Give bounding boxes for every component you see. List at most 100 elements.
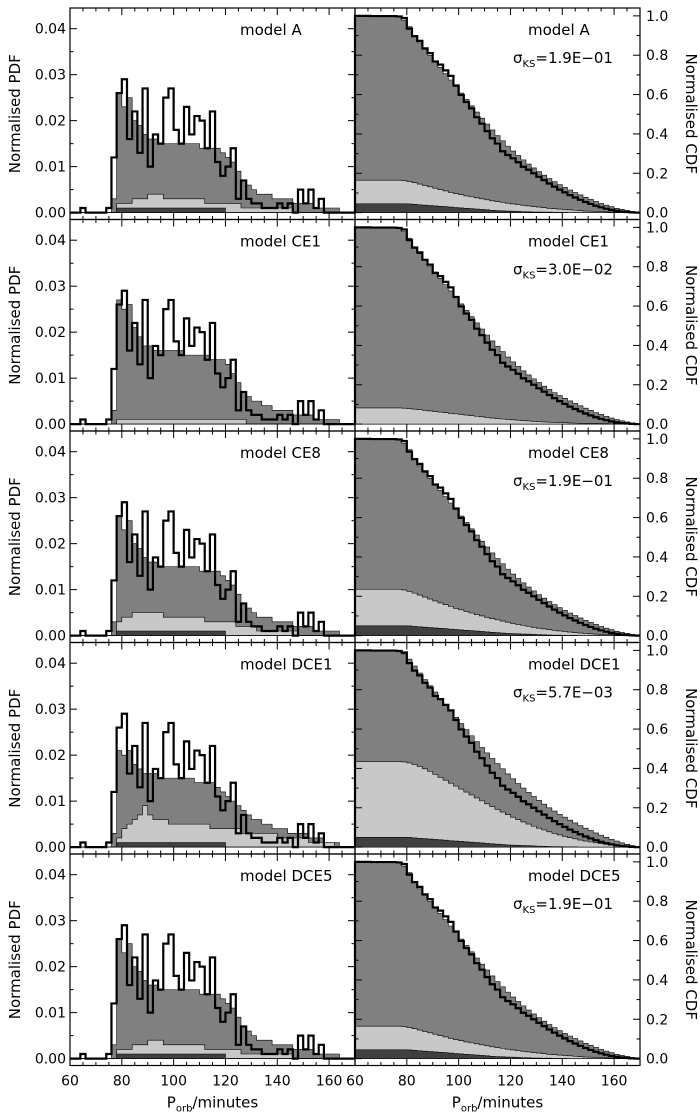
cdf-low-area — [354, 625, 640, 636]
cdf-model-label: model CE8 — [528, 444, 609, 462]
cdf-y-axis-label: Normalised CDF — [682, 54, 700, 174]
cdf-y-tick-label: 1.0 — [646, 855, 668, 871]
pdf-model-label: model CE8 — [240, 444, 321, 462]
cdf-y-tick-label: 1.0 — [646, 643, 668, 659]
panel-row-3: 0.00 0.01 0.02 0.03 0.04 0.0 0.2 0.4 0.6 0.8 1.0 mo… — [6, 641, 700, 856]
cdf-mid-area — [354, 589, 640, 636]
cdf-total-area — [354, 227, 641, 425]
pdf-observed-line — [70, 712, 355, 849]
cdf-y-tick-label: 0.8 — [646, 894, 668, 910]
cdf-y-axis-label: Normalised CDF — [682, 688, 700, 808]
sigma-ks-label: σKS=1.9E−01 — [513, 472, 613, 493]
pdf-observed-line — [70, 289, 355, 426]
cdf-y-tick-label: 1.0 — [646, 220, 668, 236]
pdf-x-tick-label: 80 — [113, 1074, 131, 1090]
pdf-y-tick-label: 0.02 — [35, 748, 66, 764]
pdf-x-tick-label: 160 — [316, 1074, 343, 1090]
cdf-mid-area — [354, 1025, 640, 1059]
pdf-low-area — [70, 1053, 355, 1059]
panel-row-2: 0.00 0.01 0.02 0.03 0.04 0.0 0.2 0.4 0.6 0.8 1.0 mo… — [6, 430, 700, 645]
cdf-y-tick-label: 0.2 — [646, 1012, 668, 1028]
cdf-x-tick-label: 60 — [346, 1074, 364, 1090]
cdf-y-tick-label: 0.4 — [646, 127, 668, 143]
cdf-y-tick-label: 0.4 — [646, 761, 668, 777]
cdf-model-label: model CE1 — [528, 233, 609, 251]
pdf-observed-line — [70, 78, 355, 214]
cdf-y-tick-label: 0.6 — [646, 511, 668, 527]
cdf-y-tick-label: 0.6 — [646, 299, 668, 315]
cdf-model-label: model A — [528, 21, 590, 39]
cdf-y-tick-label: 1.0 — [646, 432, 668, 448]
sigma-ks-label: σKS=1.9E−01 — [513, 49, 613, 70]
pdf-x-tick-label: 60 — [61, 1074, 79, 1090]
cdf-y-tick-label: 0.8 — [646, 48, 668, 64]
cdf-y-tick-label: 0.6 — [646, 88, 668, 104]
pdf-low-area — [70, 630, 355, 636]
pdf-y-tick-label: 0.02 — [35, 325, 66, 341]
pdf-y-axis-label: Normalised PDF — [6, 54, 24, 173]
pdf-model-label: model A — [240, 21, 302, 39]
pdf-low-area — [70, 842, 355, 848]
pdf-y-tick-label: 0.01 — [35, 1006, 66, 1022]
cdf-model-label: model DCE5 — [528, 867, 621, 885]
cdf-y-axis-label: Normalised CDF — [682, 900, 700, 1020]
cdf-low-area — [354, 203, 640, 213]
cdf-x-tick-label: 140 — [549, 1074, 576, 1090]
cdf-y-tick-label: 0.8 — [646, 683, 668, 699]
cdf-observed-line — [353, 14, 640, 214]
cdf-observed-line — [353, 437, 640, 637]
cdf-y-tick-label: 1.0 — [646, 9, 668, 25]
cdf-y-tick-label: 0.6 — [646, 934, 668, 950]
cdf-x-axis-label: Porb/minutes — [452, 1094, 544, 1115]
pdf-y-tick-label: 0.03 — [35, 68, 66, 84]
sigma-ks-label: σKS=5.7E−03 — [513, 684, 613, 705]
pdf-x-tick-label: 120 — [212, 1074, 239, 1090]
pdf-y-axis-label: Normalised PDF — [6, 477, 24, 596]
pdf-y-tick-label: 0.00 — [35, 417, 66, 433]
pdf-y-tick-label: 0.01 — [35, 160, 66, 176]
sigma-ks-label: σKS=3.0E−02 — [513, 261, 613, 282]
pdf-y-axis-label: Normalised PDF — [6, 900, 24, 1019]
cdf-mid-area — [354, 179, 640, 213]
cdf-y-tick-label: 0.4 — [646, 973, 668, 989]
panel-row-4: 0.00 0.01 0.02 0.03 0.04 0.0 0.2 0.4 0.6 0.8 1.0 mo… — [6, 853, 700, 1068]
cdf-y-tick-label: 0.0 — [646, 417, 668, 433]
pdf-y-tick-label: 0.02 — [35, 960, 66, 976]
panel-row-1: 0.00 0.01 0.02 0.03 0.04 0.0 0.2 0.4 0.6 0.8 1.0 mo… — [6, 218, 700, 433]
pdf-y-tick-label: 0.04 — [35, 868, 66, 884]
pdf-y-axis-label: Normalised PDF — [6, 266, 24, 385]
pdf-x-tick-label: 140 — [264, 1074, 291, 1090]
pdf-observed-line — [70, 924, 355, 1060]
cdf-mid-area — [354, 761, 641, 848]
cdf-y-tick-label: 0.8 — [646, 471, 668, 487]
cdf-mid-area — [354, 407, 640, 425]
pdf-y-tick-label: 0.01 — [35, 583, 66, 599]
pdf-model-label: model DCE1 — [240, 656, 333, 674]
cdf-y-tick-label: 0.2 — [646, 589, 668, 605]
pdf-y-tick-label: 0.01 — [35, 794, 66, 810]
pdf-y-axis-label: Normalised PDF — [6, 689, 24, 808]
cdf-y-axis-label: Normalised CDF — [682, 477, 700, 597]
cdf-model-label: model DCE1 — [528, 656, 621, 674]
cdf-low-area — [354, 836, 640, 848]
sigma-ks-label: σKS=1.9E−01 — [513, 895, 613, 916]
cdf-y-tick-label: 0.0 — [646, 1052, 668, 1068]
cdf-y-tick-label: 0.2 — [646, 801, 668, 817]
cdf-y-tick-label: 0.2 — [646, 378, 668, 394]
cdf-y-tick-label: 0.2 — [646, 166, 668, 182]
pdf-y-tick-label: 0.02 — [35, 537, 66, 553]
pdf-observed-line — [70, 501, 355, 637]
pdf-y-tick-label: 0.02 — [35, 114, 66, 130]
pdf-y-tick-label: 0.03 — [35, 914, 66, 930]
pdf-y-tick-label: 0.00 — [35, 1052, 66, 1068]
cdf-x-tick-label: 160 — [601, 1074, 628, 1090]
cdf-y-tick-label: 0.8 — [646, 260, 668, 276]
pdf-y-tick-label: 0.01 — [35, 371, 66, 387]
pdf-y-tick-label: 0.00 — [35, 840, 66, 856]
pdf-y-tick-label: 0.03 — [35, 279, 66, 295]
pdf-y-tick-label: 0.04 — [35, 233, 66, 249]
pdf-y-tick-label: 0.04 — [35, 656, 66, 672]
cdf-y-tick-label: 0.6 — [646, 722, 668, 738]
cdf-x-tick-label: 80 — [398, 1074, 416, 1090]
